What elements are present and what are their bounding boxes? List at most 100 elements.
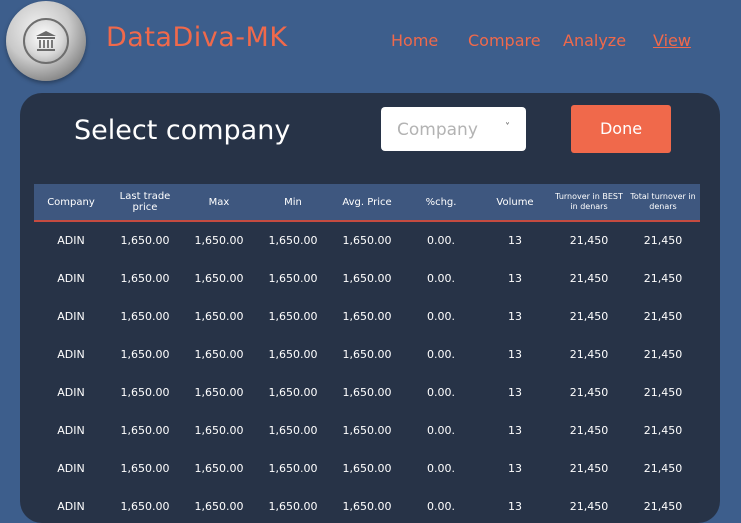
cell-turnover-best: 21,450 [569,461,609,475]
cell-min: 1,650.00 [268,423,318,437]
cell-min: 1,650.00 [268,309,318,323]
cell-max: 1,650.00 [194,423,244,437]
cell-avg-price: 1,650.00 [342,271,392,285]
cell-max: 1,650.00 [194,271,244,285]
column-header-company[interactable]: Company [47,196,95,208]
cell-company: ADIN [57,234,85,247]
table-row[interactable]: ADIN 1,650.00 1,650.00 1,650.00 1,650.00 0.00… [34,259,700,297]
column-header-volume[interactable]: Volume [496,196,534,208]
cell-avg-price: 1,650.00 [342,499,392,513]
cell-avg-price: 1,650.00 [342,234,392,247]
column-header-turnover-best[interactable]: Turnover in BEST in denars [555,192,623,211]
cell-total-turnover: 21,450 [643,309,683,323]
cell-max: 1,650.00 [194,234,244,247]
cell-min: 1,650.00 [268,234,318,247]
cell-pct-change: 0.00. [427,309,455,323]
cell-last-trade-price: 1,650.00 [120,385,170,399]
cell-min: 1,650.00 [268,385,318,399]
cell-total-turnover: 21,450 [643,347,683,361]
cell-company: ADIN [57,271,85,285]
cell-last-trade-price: 1,650.00 [120,271,170,285]
cell-volume: 13 [508,271,522,285]
cell-total-turnover: 21,450 [643,271,683,285]
cell-company: ADIN [57,309,85,323]
company-panel: Select company Company ˅ Done Company La… [20,93,720,523]
cell-turnover-best: 21,450 [569,499,609,513]
nav-view[interactable]: View [653,31,691,50]
cell-pct-change: 0.00. [427,423,455,437]
cell-max: 1,650.00 [194,461,244,475]
cell-pct-change: 0.00. [427,271,455,285]
cell-last-trade-price: 1,650.00 [120,234,170,247]
done-button[interactable]: Done [571,105,671,153]
table-row[interactable]: ADIN 1,650.00 1,650.00 1,650.00 1,650.00 0.00… [34,411,700,449]
cell-volume: 13 [508,309,522,323]
cell-min: 1,650.00 [268,347,318,361]
bank-building-icon [23,18,69,64]
cell-total-turnover: 21,450 [643,385,683,399]
cell-min: 1,650.00 [268,461,318,475]
cell-pct-change: 0.00. [427,461,455,475]
company-dropdown[interactable]: Company ˅ [381,107,526,151]
cell-pct-change: 0.00. [427,499,455,513]
cell-total-turnover: 21,450 [643,423,683,437]
cell-total-turnover: 21,450 [643,234,683,247]
cell-avg-price: 1,650.00 [342,461,392,475]
cell-min: 1,650.00 [268,499,318,513]
chevron-down-icon: ˅ [505,122,510,133]
cell-turnover-best: 21,450 [569,385,609,399]
column-header-avg-price[interactable]: Avg. Price [342,196,392,208]
cell-company: ADIN [57,499,85,513]
cell-company: ADIN [57,461,85,475]
cell-turnover-best: 21,450 [569,347,609,361]
nav-analyze[interactable]: Analyze [563,31,627,50]
cell-company: ADIN [57,347,85,361]
top-bar: DataDiva-MK Home Compare Analyze View [0,0,741,82]
cell-last-trade-price: 1,650.00 [120,309,170,323]
cell-last-trade-price: 1,650.00 [120,461,170,475]
nav-home[interactable]: Home [391,31,439,50]
cell-avg-price: 1,650.00 [342,309,392,323]
cell-min: 1,650.00 [268,271,318,285]
cell-volume: 13 [508,234,522,247]
table-body: ADIN 1,650.00 1,650.00 1,650.00 1,650.00 0.00… [34,221,700,523]
cell-volume: 13 [508,461,522,475]
column-header-last-trade-price[interactable]: Last trade price [119,191,171,213]
column-header-total-turnover[interactable]: Total turnover in denars [630,192,696,211]
logo[interactable] [6,1,86,81]
brand-name: DataDiva-MK [106,22,288,53]
cell-company: ADIN [57,385,85,399]
cell-total-turnover: 21,450 [643,499,683,513]
cell-max: 1,650.00 [194,309,244,323]
cell-pct-change: 0.00. [427,234,455,247]
cell-volume: 13 [508,385,522,399]
cell-volume: 13 [508,347,522,361]
table-row[interactable]: ADIN 1,650.00 1,650.00 1,650.00 1,650.00 0.00… [34,449,700,487]
table-row[interactable]: ADIN 1,650.00 1,650.00 1,650.00 1,650.00 0.00… [34,487,700,523]
column-header-max[interactable]: Max [208,196,230,208]
cell-last-trade-price: 1,650.00 [120,423,170,437]
cell-turnover-best: 21,450 [569,271,609,285]
table-row[interactable]: ADIN 1,650.00 1,650.00 1,650.00 1,650.00 0.00… [34,297,700,335]
cell-max: 1,650.00 [194,499,244,513]
cell-max: 1,650.00 [194,347,244,361]
table-row[interactable]: ADIN 1,650.00 1,650.00 1,650.00 1,650.00 0.00… [34,221,700,259]
cell-pct-change: 0.00. [427,347,455,361]
cell-volume: 13 [508,499,522,513]
table-row[interactable]: ADIN 1,650.00 1,650.00 1,650.00 1,650.00 0.00… [34,335,700,373]
column-header-min[interactable]: Min [284,196,302,208]
panel-title: Select company [74,115,291,146]
cell-company: ADIN [57,423,85,437]
cell-turnover-best: 21,450 [569,309,609,323]
dropdown-value: Company [397,120,478,140]
cell-avg-price: 1,650.00 [342,385,392,399]
cell-total-turnover: 21,450 [643,461,683,475]
cell-last-trade-price: 1,650.00 [120,347,170,361]
cell-turnover-best: 21,450 [569,234,609,247]
cell-pct-change: 0.00. [427,385,455,399]
column-header-pct-change[interactable]: %chg. [425,196,457,208]
table-row[interactable]: ADIN 1,650.00 1,650.00 1,650.00 1,650.00 0.00… [34,373,700,411]
cell-last-trade-price: 1,650.00 [120,499,170,513]
nav-compare[interactable]: Compare [468,31,541,50]
trading-table: Company Last trade price Max Min Avg. Pr… [34,184,700,523]
